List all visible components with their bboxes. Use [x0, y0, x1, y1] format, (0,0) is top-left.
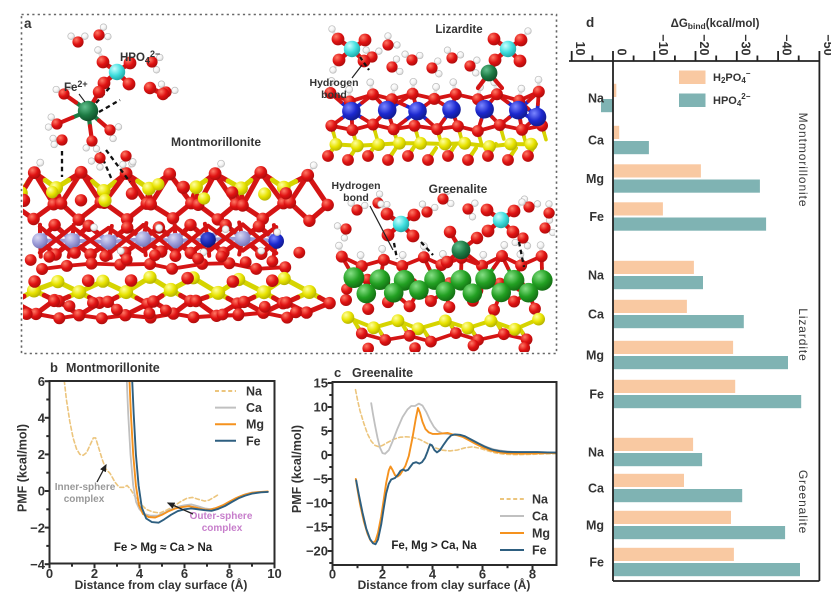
svg-text:Lizardite: Lizardite — [435, 24, 482, 36]
svg-text:−15: −15 — [306, 520, 328, 535]
svg-text:10: 10 — [267, 566, 281, 581]
svg-text:Na: Na — [532, 493, 549, 507]
svg-text:4: 4 — [38, 411, 46, 426]
svg-text:−30: −30 — [738, 34, 752, 55]
svg-text:−40: −40 — [780, 34, 794, 55]
svg-text:Na: Na — [588, 269, 605, 283]
svg-text:10: 10 — [573, 42, 587, 56]
svg-text:Mg: Mg — [586, 172, 604, 186]
svg-text:Hydrogen: Hydrogen — [309, 77, 358, 89]
svg-text:Fe: Fe — [589, 556, 604, 570]
svg-text:Na: Na — [246, 385, 263, 399]
svg-text:Fe: Fe — [589, 388, 604, 402]
svg-text:Distance from clay surface (Å): Distance from clay surface (Å) — [75, 577, 248, 592]
svg-text:Mg: Mg — [586, 349, 604, 363]
svg-text:Na: Na — [588, 92, 605, 106]
svg-text:b: b — [50, 360, 58, 375]
svg-text:complex: complex — [202, 523, 243, 534]
svg-text:Greenalite: Greenalite — [352, 366, 413, 380]
svg-text:d: d — [586, 15, 594, 30]
svg-text:0: 0 — [321, 448, 328, 463]
svg-text:H2PO4−: H2PO4− — [713, 69, 751, 85]
svg-text:bond: bond — [343, 192, 369, 204]
svg-text:Mg: Mg — [246, 418, 264, 432]
svg-text:Ca: Ca — [588, 482, 605, 496]
svg-text:c: c — [334, 365, 341, 380]
svg-text:complex: complex — [64, 494, 105, 505]
svg-text:Ca: Ca — [246, 401, 263, 415]
svg-text:Mg: Mg — [586, 519, 604, 533]
svg-text:Fe, Mg > Ca, Na: Fe, Mg > Ca, Na — [391, 540, 477, 552]
svg-text:−4: −4 — [30, 557, 46, 572]
svg-text:0: 0 — [615, 49, 629, 56]
svg-text:Inner-sphere: Inner-sphere — [55, 482, 116, 493]
svg-text:−5: −5 — [313, 472, 328, 487]
svg-text:−20: −20 — [697, 34, 711, 55]
svg-text:Distance from clay surface (Å): Distance from clay surface (Å) — [358, 577, 531, 592]
svg-text:0: 0 — [38, 484, 45, 499]
svg-text:Montmorillonite: Montmorillonite — [171, 135, 261, 149]
svg-text:−10: −10 — [656, 34, 670, 55]
svg-text:Montmorillonite: Montmorillonite — [796, 113, 810, 208]
svg-text:Lizardite: Lizardite — [796, 308, 810, 361]
svg-text:5: 5 — [321, 424, 328, 439]
svg-text:Outer-sphere: Outer-sphere — [190, 511, 253, 522]
svg-text:15: 15 — [314, 376, 328, 391]
svg-text:0: 0 — [329, 567, 336, 582]
svg-text:−50: −50 — [821, 34, 831, 55]
svg-text:−2: −2 — [30, 520, 45, 535]
svg-text:0: 0 — [46, 566, 53, 581]
svg-text:Ca: Ca — [588, 308, 605, 322]
svg-text:Fe: Fe — [532, 544, 547, 558]
svg-text:Fe > Mg ≈ Ca > Na: Fe > Mg ≈ Ca > Na — [114, 542, 213, 554]
svg-text:Mg: Mg — [532, 527, 550, 541]
svg-text:Greenalite: Greenalite — [796, 470, 810, 534]
svg-text:Ca: Ca — [588, 134, 605, 148]
svg-text:a: a — [24, 16, 32, 31]
svg-text:Ca: Ca — [532, 510, 549, 524]
svg-text:Fe: Fe — [589, 210, 604, 224]
svg-text:−10: −10 — [306, 496, 328, 511]
svg-text:PMF (kcal/mol): PMF (kcal/mol) — [16, 424, 30, 512]
svg-text:−20: −20 — [306, 544, 328, 559]
svg-text:10: 10 — [314, 400, 328, 415]
svg-text:Greenalite: Greenalite — [429, 182, 488, 196]
svg-text:Na: Na — [588, 446, 605, 460]
svg-text:bond: bond — [321, 89, 347, 101]
svg-text:6: 6 — [38, 374, 45, 389]
svg-text:Fe: Fe — [246, 434, 261, 448]
svg-text:ΔGbind(kcal/mol): ΔGbind(kcal/mol) — [671, 18, 760, 31]
svg-text:Montmorillonite: Montmorillonite — [66, 361, 160, 375]
svg-text:PMF (kcal/mol): PMF (kcal/mol) — [290, 425, 304, 513]
svg-text:Hydrogen: Hydrogen — [331, 180, 380, 192]
svg-text:2: 2 — [38, 447, 45, 462]
